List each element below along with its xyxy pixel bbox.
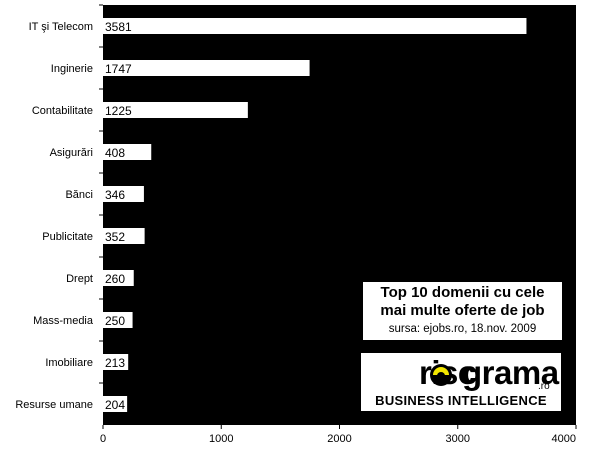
bar bbox=[103, 354, 129, 370]
bar-value-label: 408 bbox=[105, 146, 125, 160]
category-label: Contabilitate bbox=[32, 105, 93, 117]
chart-annotation-box: Top 10 domenii cu cele mai multe oferte … bbox=[363, 282, 562, 340]
logo-eye-icon bbox=[430, 364, 452, 386]
logo-suffix: .ro bbox=[538, 381, 550, 392]
annotation-title-line-2: mai multe oferte de job bbox=[380, 302, 545, 319]
category-label: Mass-media bbox=[33, 315, 94, 327]
logo-text-grama: grama bbox=[462, 354, 559, 391]
bar-value-label: 260 bbox=[105, 272, 125, 286]
category-label: Imobiliare bbox=[45, 357, 93, 369]
x-axis-tick-label: 1000 bbox=[209, 433, 233, 445]
bar-value-label: 346 bbox=[105, 188, 125, 202]
category-label: IT şi Telecom bbox=[29, 21, 93, 33]
category-label: Asigurări bbox=[50, 147, 93, 159]
category-label: Resurse umane bbox=[15, 399, 93, 411]
bar bbox=[103, 312, 133, 328]
category-label: Drept bbox=[66, 273, 93, 285]
bar-value-label: 213 bbox=[105, 356, 125, 370]
x-axis-tick-label: 0 bbox=[100, 433, 106, 445]
bar-value-label: 3581 bbox=[105, 20, 132, 34]
bar-value-label: 1225 bbox=[105, 104, 132, 118]
bar bbox=[103, 270, 134, 286]
annotation-title-line-1: Top 10 domenii cu cele bbox=[380, 284, 545, 301]
bar-value-label: 352 bbox=[105, 230, 125, 244]
bar bbox=[103, 144, 152, 160]
bar-value-label: 204 bbox=[105, 398, 125, 412]
bar-value-label: 250 bbox=[105, 314, 125, 328]
bar-value-label: 1747 bbox=[105, 62, 132, 76]
riscograma-logo: risc grama .ro BUSINESS INTELLIGENCE bbox=[361, 353, 561, 411]
bar bbox=[103, 228, 145, 244]
bar bbox=[103, 102, 248, 118]
logo-tagline: BUSINESS INTELLIGENCE bbox=[375, 393, 547, 408]
x-axis-tick-label: 3000 bbox=[446, 433, 470, 445]
x-axis-tick-label: 4000 bbox=[552, 433, 576, 445]
annotation-source: sursa: ejobs.ro, 18.nov. 2009 bbox=[388, 323, 537, 335]
bar bbox=[103, 60, 310, 76]
category-label: Inginerie bbox=[51, 63, 93, 75]
bar bbox=[103, 186, 144, 202]
bar bbox=[103, 18, 527, 34]
category-label: Bănci bbox=[65, 189, 93, 201]
bar bbox=[103, 396, 128, 412]
category-label: Publicitate bbox=[42, 231, 93, 243]
x-axis-tick-label: 2000 bbox=[327, 433, 351, 445]
